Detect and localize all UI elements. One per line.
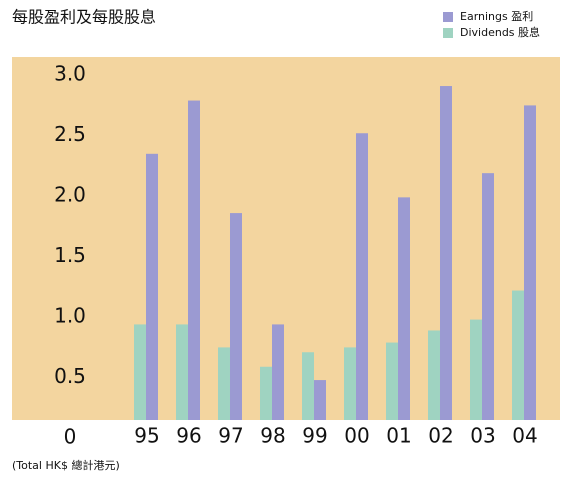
x-tick-label: 98	[260, 424, 285, 448]
y-tick-label: 2.0	[54, 183, 86, 207]
bar	[524, 105, 536, 421]
bar	[302, 352, 314, 420]
x-tick-label: 02	[428, 424, 453, 448]
legend-swatch	[443, 12, 453, 22]
bar	[470, 319, 482, 420]
x-tick-label: 96	[176, 424, 201, 448]
x-tick-label: 04	[512, 424, 537, 448]
x-tick-label: 03	[470, 424, 495, 448]
footnote: (Total HK$ 總計港元)	[12, 458, 120, 472]
x-tick-label: 01	[386, 424, 411, 448]
y-tick-label: 1.5	[54, 243, 86, 267]
bar	[272, 324, 284, 420]
y-tick-label: 3.0	[54, 62, 86, 86]
bar	[146, 153, 158, 421]
x-tick-label: 95	[134, 424, 159, 448]
bar	[398, 197, 410, 420]
y-tick-label: 2.5	[54, 122, 86, 146]
bar	[428, 330, 440, 420]
y-tick-label: 1.0	[54, 304, 86, 328]
x-tick-label: 97	[218, 424, 243, 448]
bar	[314, 380, 326, 420]
bar	[512, 290, 524, 420]
bar	[134, 324, 146, 420]
legend-swatch	[443, 28, 453, 38]
bar	[386, 342, 398, 420]
bar	[176, 324, 188, 420]
bar	[356, 133, 368, 421]
bar	[218, 347, 230, 420]
y-tick-label: 0.5	[54, 364, 86, 388]
y-tick-label: 0	[64, 425, 77, 449]
chart-title: 每股盈利及每股股息	[12, 8, 156, 27]
plot-background	[12, 57, 560, 420]
legend-label: Earnings 盈利	[460, 10, 533, 23]
bar	[260, 366, 272, 420]
legend-label: Dividends 股息	[460, 25, 540, 39]
x-tick-label: 99	[302, 424, 327, 448]
bar	[188, 100, 200, 420]
bar	[344, 347, 356, 420]
bar	[482, 173, 494, 420]
bar	[230, 213, 242, 420]
x-tick-label: 00	[344, 424, 369, 448]
bar	[440, 86, 452, 420]
